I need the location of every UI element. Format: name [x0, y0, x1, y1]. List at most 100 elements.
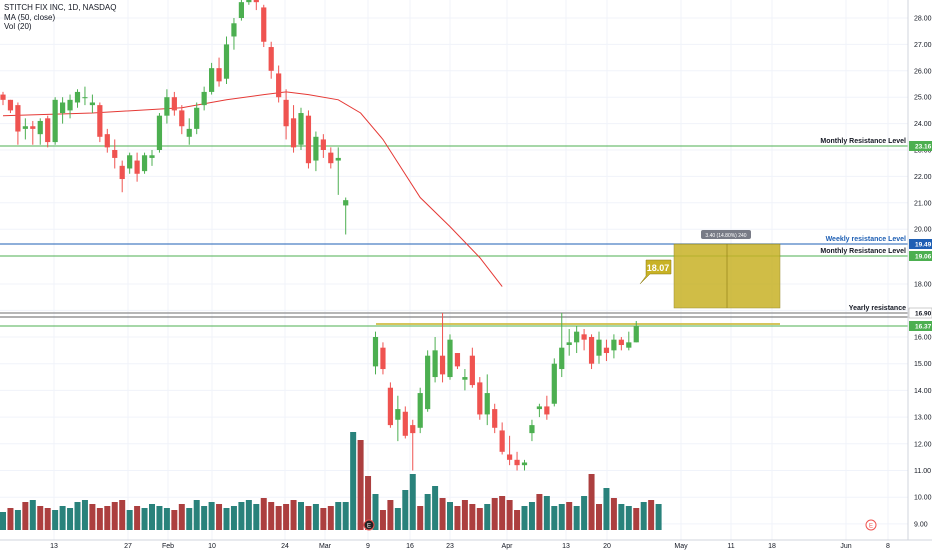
candle-body: [410, 425, 416, 434]
candle-body: [343, 200, 349, 206]
price-tick-label: 10.00: [914, 495, 932, 502]
candle-body: [67, 99, 73, 111]
volume-bar: [521, 506, 528, 530]
volume-bar: [193, 500, 200, 530]
candle-body: [171, 97, 177, 111]
candle-body: [52, 99, 58, 143]
earnings-marker: [865, 519, 877, 531]
candle-body: [82, 97, 88, 99]
price-tick-label: 11.00: [914, 468, 931, 475]
candle-body: [447, 339, 453, 378]
time-tick-label: 13: [50, 543, 58, 550]
candle-body: [231, 23, 237, 37]
candle-body: [507, 454, 513, 460]
price-tick-label: 20.00: [914, 227, 932, 234]
volume-bar: [208, 502, 215, 530]
volume-bar: [499, 496, 506, 530]
candle-body: [268, 47, 274, 71]
ma-line: [2, 91, 503, 287]
candle-body: [529, 425, 535, 434]
candle-body: [74, 91, 81, 103]
volume-bar: [238, 502, 245, 530]
candle-body: [164, 97, 170, 116]
candle-body: [290, 118, 297, 148]
time-tick-label: 20: [603, 543, 611, 550]
volume-bar: [633, 508, 640, 530]
time-tick-label: May: [674, 543, 688, 550]
time-tick-label: 27: [124, 543, 132, 550]
volume-bar: [201, 506, 208, 530]
price-tick-label: 14.00: [914, 388, 932, 395]
candle-body: [97, 105, 103, 137]
volume-bar: [171, 510, 178, 530]
candle-body: [581, 334, 587, 340]
volume-bar: [558, 504, 565, 530]
volume-bar: [417, 506, 424, 530]
candle-body: [328, 152, 334, 164]
volume-bar: [551, 506, 558, 530]
price-tag: [909, 251, 932, 261]
level-label: Monthly Resistance Level: [820, 138, 906, 145]
candle-body: [179, 110, 185, 127]
price-tick-label: 13.00: [914, 415, 932, 422]
volume-bar: [476, 508, 483, 530]
volume-bar: [14, 510, 21, 530]
volume-bar: [104, 506, 111, 530]
volume-bar: [141, 508, 148, 530]
volume-bar: [387, 500, 394, 530]
price-tag: [908, 307, 932, 319]
volume-bar: [581, 496, 588, 530]
candle-body: [372, 337, 379, 367]
level-label: Weekly resistance Level: [826, 236, 906, 243]
candle-body: [402, 411, 408, 436]
time-tick-label: Mar: [319, 543, 332, 550]
candle-body: [238, 2, 244, 18]
volume-bar: [186, 508, 193, 530]
volume-bar: [648, 500, 655, 530]
time-tick-label: 23: [446, 543, 454, 550]
candle-body: [544, 406, 550, 415]
volume-bar: [134, 506, 141, 530]
candle-body: [104, 134, 110, 148]
candle-body: [22, 126, 28, 129]
time-tick-label: Feb: [162, 543, 174, 550]
candle-body: [149, 155, 155, 158]
volume-indicator-label: Vol (20): [4, 22, 32, 31]
volume-bar: [126, 510, 133, 530]
price-tag-label: 16.37: [915, 324, 932, 331]
candle-body: [514, 459, 520, 466]
volume-bar: [610, 498, 617, 530]
volume-bar: [528, 502, 535, 530]
volume-bar: [253, 504, 260, 530]
candle-body: [134, 160, 140, 174]
candle-body: [417, 393, 423, 428]
candle-body: [45, 118, 51, 143]
candle-body: [320, 139, 326, 150]
candle-body: [618, 339, 624, 346]
candle-body: [246, 0, 252, 3]
volume-bar: [320, 508, 327, 530]
volume-bar: [514, 510, 521, 530]
volume-bar: [596, 504, 602, 530]
candle-body: [15, 105, 21, 132]
volume-bar: [573, 506, 580, 530]
volume-bar: [290, 500, 297, 530]
candle-body: [127, 155, 133, 169]
price-tick-label: 15.00: [914, 361, 932, 368]
volume-bar: [275, 506, 282, 530]
level-label: Yearly resistance: [849, 305, 906, 312]
earnings-marker-label: E: [869, 524, 873, 530]
price-tag-label: 19.06: [915, 254, 932, 261]
volume-bar: [447, 502, 453, 530]
price-tick-label: 9.00: [914, 521, 928, 528]
volume-bar: [44, 508, 51, 530]
volume-bar: [52, 510, 59, 530]
candle-body: [30, 126, 36, 129]
volume-bar: [402, 490, 409, 530]
earnings-marker: [363, 519, 375, 531]
time-tick-label: 11: [727, 543, 734, 550]
volume-bar: [484, 504, 491, 530]
volume-bar: [543, 496, 550, 530]
